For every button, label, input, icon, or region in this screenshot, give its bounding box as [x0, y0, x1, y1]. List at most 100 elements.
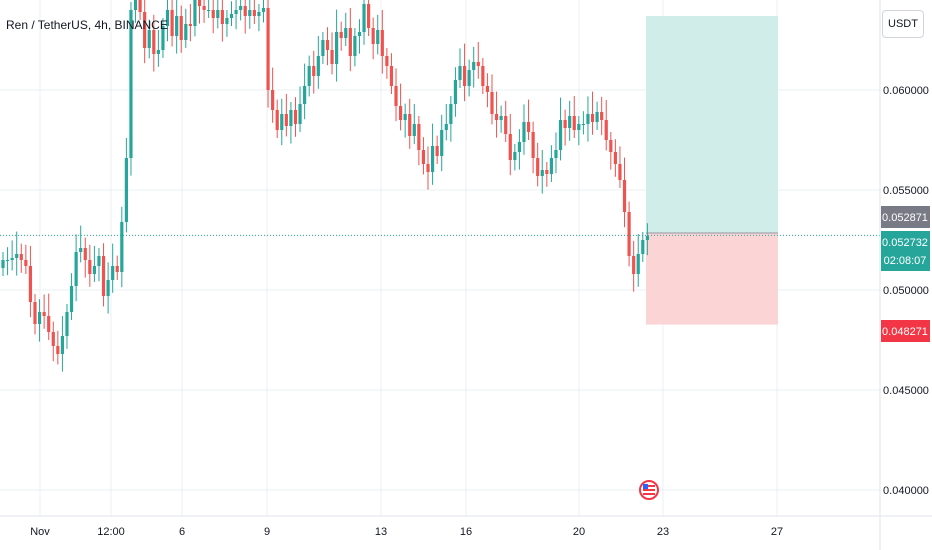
candle-body [590, 114, 595, 122]
candle-body [339, 32, 343, 38]
candle-body [641, 240, 645, 254]
candle-body [435, 146, 439, 156]
candle-body [252, 10, 256, 16]
price-badges: 0.052871 0.052732 02:08:07 0.048271 [881, 206, 930, 342]
candle-body [298, 104, 302, 124]
candle-body [106, 280, 110, 296]
candle-body [239, 6, 243, 10]
candle-body [517, 142, 522, 152]
candle-body [645, 236, 649, 240]
candle-body [467, 70, 471, 86]
candle-body [138, 0, 142, 12]
candle-body [280, 114, 284, 130]
candle-body [344, 28, 348, 38]
candle-body [627, 212, 631, 256]
candle-body [371, 28, 375, 44]
candle-body [133, 0, 138, 10]
candle-body [408, 114, 412, 136]
candle-body [19, 254, 23, 260]
price-tick-label: 0.050000 [883, 285, 929, 297]
candle-body [531, 132, 535, 158]
candle-body [440, 130, 444, 156]
candle-body [207, 10, 211, 11]
time-tick-label: Nov [30, 526, 50, 538]
candle-body [453, 80, 458, 104]
candle-body [275, 110, 279, 130]
us-flag-event-icon[interactable] [639, 480, 659, 500]
stop-price-badge [881, 320, 930, 342]
candle-body [554, 150, 558, 158]
candle-body [115, 266, 119, 272]
candle-body [513, 152, 517, 160]
candle-body [367, 4, 371, 28]
candle-body [394, 86, 398, 106]
candle-body [376, 30, 380, 44]
candle-body [47, 316, 51, 332]
long-position-tool[interactable] [646, 16, 778, 325]
candle-body [161, 26, 165, 50]
candle-body [462, 66, 467, 86]
candle-body [143, 12, 147, 48]
candle-body [261, 8, 266, 12]
time-tick-label: 20 [573, 526, 585, 538]
candle-body [613, 152, 617, 164]
time-tick-label: 6 [179, 526, 185, 538]
candle-body [170, 10, 174, 36]
candle-body [312, 66, 316, 76]
candle-body [595, 112, 599, 122]
candle-body [325, 40, 330, 50]
candle-body [101, 256, 106, 296]
candle-body [504, 116, 508, 134]
candle-body [179, 16, 183, 40]
candle-body [79, 248, 83, 252]
candle-body [412, 124, 416, 136]
candle-body [577, 124, 581, 130]
time-axis-labels[interactable]: Nov 12:00 6 9 13 16 20 23 27 [30, 526, 783, 538]
currency-unit-button[interactable]: USDT [882, 10, 924, 38]
candle-body [51, 332, 55, 346]
candle-body [220, 10, 224, 24]
candle-body [426, 164, 430, 172]
candle-body [234, 10, 238, 14]
loss-zone[interactable] [646, 233, 778, 325]
candle-body [362, 4, 366, 32]
candle-body [444, 124, 448, 130]
candle-body [60, 336, 65, 354]
candle-body [558, 120, 563, 150]
candle-body [403, 114, 407, 120]
time-tick-label: 13 [375, 526, 387, 538]
candle-body [271, 90, 275, 110]
candle-body [88, 260, 92, 274]
candle-body [28, 266, 33, 302]
candle-body [357, 32, 362, 36]
candle-body [225, 18, 229, 24]
candle-body [248, 10, 252, 16]
candle-body [485, 86, 490, 92]
price-tick-label: 0.040000 [883, 485, 929, 497]
price-axis-labels[interactable]: 0.060000 0.055000 0.050000 0.045000 0.040000 [883, 85, 929, 497]
profit-zone[interactable] [646, 16, 778, 233]
candle-body [549, 158, 553, 174]
candle-body [120, 222, 124, 272]
price-tick-label: 0.055000 [883, 185, 929, 197]
candle-body [568, 116, 572, 128]
candle-body [449, 104, 453, 124]
candle-body [10, 258, 14, 260]
candle-body [536, 158, 540, 176]
candle-body [124, 158, 128, 222]
candle-body [586, 114, 590, 124]
candle-body [69, 286, 74, 312]
candle-body [289, 110, 293, 126]
time-tick-label: 27 [771, 526, 783, 538]
target-price-badge [881, 206, 930, 228]
candle-body [42, 312, 46, 316]
candle-body [508, 134, 512, 160]
candle-body [111, 266, 115, 280]
candle-body [303, 86, 307, 104]
candle-body [5, 260, 10, 261]
candle-body [481, 66, 485, 86]
candles [1, 0, 649, 372]
